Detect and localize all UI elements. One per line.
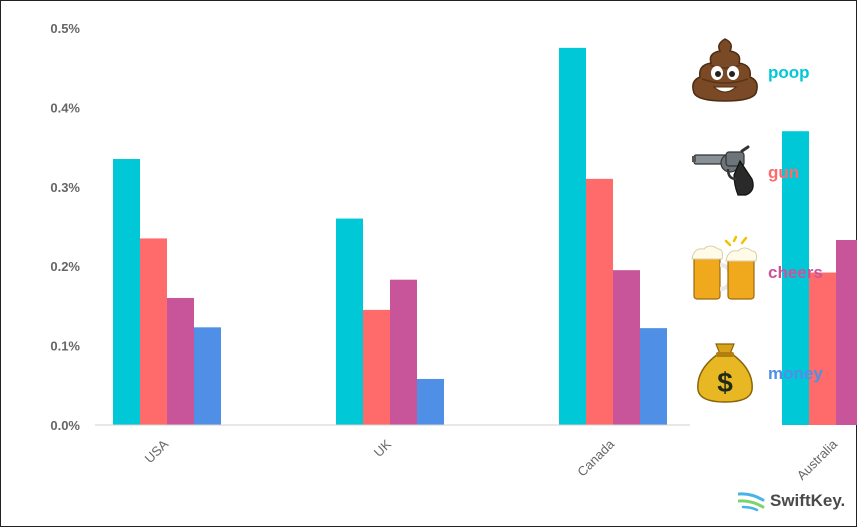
bars [113,47,857,425]
bar-gun-canada [586,178,613,425]
legend-label: money [768,363,823,383]
bar-money-canada [640,328,667,425]
svg-text:$: $ [717,367,733,398]
bar-gun-australia [809,272,836,425]
money-bag-icon: $ [690,336,760,411]
bar-poop-uk [336,218,363,425]
legend-item-poop: poop [690,35,810,110]
legend-item-cheers: cheers [690,235,823,310]
bar-poop-usa [113,159,140,425]
pile-of-poo-icon [690,35,760,110]
bar-money-uk [417,378,444,425]
y-tick-label: 0.0% [50,418,80,433]
bar-cheers-australia [836,239,857,425]
legend-item-money: $ money [690,336,823,411]
y-tick-label: 0.3% [50,180,80,195]
legend-item-gun: gun [690,135,799,210]
swiftkey-swoosh-icon [738,492,765,512]
x-tick-label: Australia [794,436,841,483]
y-axis: 0.0% 0.1% 0.2% 0.3% 0.4% 0.5% [50,21,80,433]
legend-label: gun [768,162,800,182]
bar-money-usa [194,327,221,425]
pistol-icon [690,135,760,210]
y-tick-label: 0.4% [50,100,80,115]
beer-mugs-icon [690,235,760,310]
bar-poop-canada [559,47,586,425]
x-tick-label: UK [371,436,395,460]
logo-text: SwiftKey. [770,491,846,510]
bar-poop-australia [782,131,809,425]
bar-gun-usa [140,238,167,425]
bar-cheers-canada [613,270,640,425]
bar-cheers-usa [167,297,194,425]
x-tick-label: USA [142,436,172,466]
swiftkey-logo: SwiftKey. [738,490,845,512]
y-tick-label: 0.5% [50,21,80,36]
bar-gun-uk [363,309,390,425]
bar-cheers-uk [390,279,417,425]
y-tick-label: 0.2% [50,259,80,274]
legend-label: cheers [768,262,823,282]
y-tick-label: 0.1% [50,339,80,354]
legend-label: poop [768,62,810,82]
x-tick-label: Canada [574,436,617,479]
x-axis: USA UK Canada Australia [95,424,841,483]
